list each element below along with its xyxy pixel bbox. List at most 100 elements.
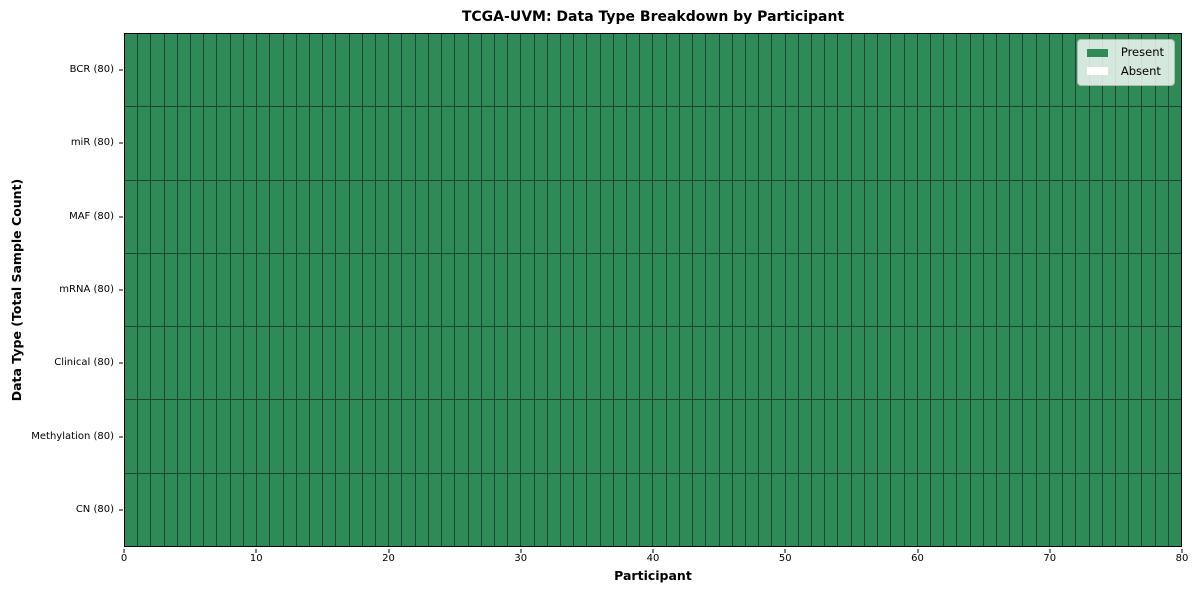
heatmap-cell	[442, 180, 455, 253]
heatmap-cell	[613, 473, 627, 546]
heatmap-cell	[125, 180, 138, 253]
heatmap-cell	[825, 107, 838, 180]
heatmap-cell	[1063, 473, 1076, 546]
heatmap-cell	[600, 34, 613, 107]
heatmap-cell	[1115, 107, 1129, 180]
heatmap-cell	[442, 34, 455, 107]
heatmap-cell	[627, 327, 640, 400]
heatmap-cell	[243, 327, 257, 400]
heatmap-cell	[653, 107, 666, 180]
chart-title: TCGA-UVM: Data Type Breakdown by Partici…	[461, 9, 845, 25]
heatmap-cell	[296, 107, 309, 180]
x-tick-mark	[123, 548, 125, 553]
heatmap-cell	[970, 253, 983, 327]
heatmap-cell	[1010, 253, 1023, 327]
heatmap-cell	[772, 400, 785, 473]
heatmap-cell	[151, 253, 164, 327]
heatmap-cell	[1142, 253, 1155, 327]
heatmap-cell	[204, 180, 217, 253]
heatmap-cell	[574, 400, 587, 473]
heatmap-cell	[574, 180, 587, 253]
heatmap-cell	[706, 473, 719, 546]
heatmap-cell	[257, 180, 270, 253]
heatmap-cell	[1142, 400, 1155, 473]
heatmap-cell	[362, 180, 376, 253]
heatmap-cell	[561, 180, 574, 253]
heatmap-cell	[389, 253, 402, 327]
heatmap-cell	[666, 253, 679, 327]
heatmap-cell	[1155, 107, 1168, 180]
heatmap-cell	[679, 253, 693, 327]
heatmap-cell	[494, 34, 508, 107]
present-swatch-icon	[1086, 48, 1108, 57]
heatmap-cell	[1049, 180, 1063, 253]
heatmap-cell	[1063, 253, 1076, 327]
heatmap-cell	[904, 253, 917, 327]
heatmap-cell	[825, 400, 838, 473]
y-tick-label: mRNA (80)	[59, 284, 114, 295]
heatmap-cell	[1155, 253, 1168, 327]
y-tick-label: BCR (80)	[69, 63, 114, 75]
heatmap-cell	[547, 34, 560, 107]
heatmap-cell	[561, 253, 574, 327]
y-tick-label: CN (80)	[75, 504, 114, 516]
heatmap-cell	[1155, 327, 1168, 400]
heatmap-cell	[481, 253, 494, 327]
heatmap-cell	[257, 253, 270, 327]
heatmap-cell	[785, 327, 798, 400]
heatmap-cell	[1129, 107, 1142, 180]
heatmap-cell	[1049, 327, 1063, 400]
x-tick-mark	[255, 548, 257, 553]
heatmap-cell	[732, 180, 745, 253]
heatmap-cell	[1010, 327, 1023, 400]
heatmap-cell	[151, 327, 164, 400]
heatmap-cell	[679, 34, 693, 107]
heatmap-cell	[309, 327, 323, 400]
heatmap-cell	[468, 180, 481, 253]
heatmap-cell	[983, 327, 997, 400]
heatmap-cell	[1010, 180, 1023, 253]
heatmap-cell	[1076, 473, 1089, 546]
y-tick-label: miR (80)	[70, 137, 114, 149]
heatmap-cell	[177, 253, 191, 327]
heatmap-cell	[719, 253, 732, 327]
heatmap-cell	[917, 327, 930, 400]
heatmap-cell	[957, 253, 970, 327]
heatmap-cell	[864, 180, 878, 253]
heatmap-cell	[508, 473, 521, 546]
heatmap-cell	[759, 400, 772, 473]
heatmap-cell	[402, 473, 415, 546]
heatmap-cell	[1102, 253, 1115, 327]
heatmap-cell	[613, 327, 627, 400]
heatmap-cell	[402, 107, 415, 180]
heatmap-cell	[732, 34, 745, 107]
heatmap-cell	[1115, 400, 1129, 473]
heatmap-cell	[1076, 253, 1089, 327]
heatmap-cell	[997, 107, 1010, 180]
heatmap-cell	[270, 180, 283, 253]
heatmap-cell	[587, 400, 600, 473]
heatmap-cell	[719, 107, 732, 180]
heatmap-cell	[362, 34, 376, 107]
heatmap-cell	[587, 180, 600, 253]
heatmap-cell	[679, 400, 693, 473]
heatmap-cell	[574, 327, 587, 400]
heatmap-cell	[693, 473, 706, 546]
x-tick-label: 10	[249, 553, 263, 564]
heatmap-cell	[362, 327, 376, 400]
heatmap-cell	[772, 253, 785, 327]
heatmap-cell	[561, 34, 574, 107]
heatmap-cell	[415, 107, 428, 180]
heatmap-cell	[798, 180, 812, 253]
heatmap-cell	[613, 180, 627, 253]
heatmap-cell	[653, 473, 666, 546]
heatmap-cell	[270, 253, 283, 327]
heatmap-cell	[283, 400, 296, 473]
heatmap-cell	[547, 253, 560, 327]
heatmap-cell	[323, 473, 336, 546]
x-tick-label: 20	[382, 553, 395, 564]
heatmap-cell	[1063, 327, 1076, 400]
heatmap-cell	[1089, 107, 1102, 180]
heatmap-cell	[402, 327, 415, 400]
heatmap-cell	[534, 400, 547, 473]
